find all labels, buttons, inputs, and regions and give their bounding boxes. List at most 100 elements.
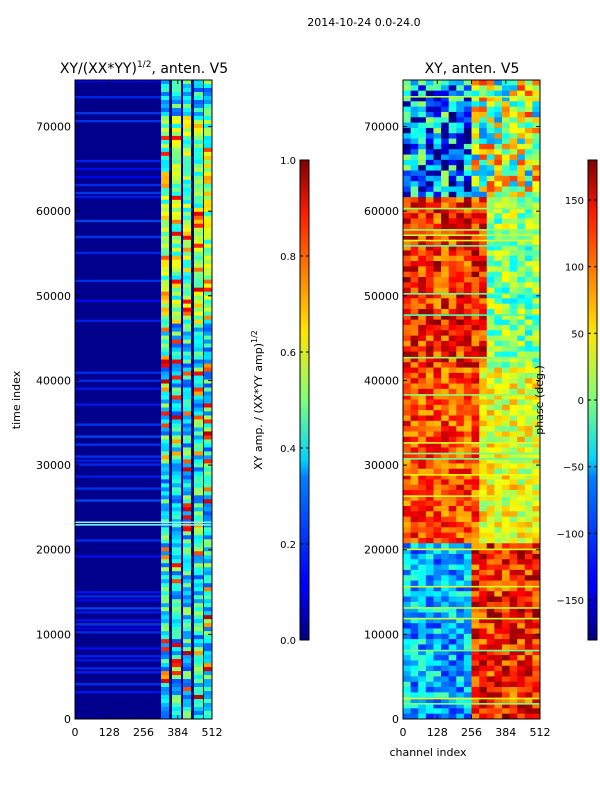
heatmap-cell	[410, 159, 419, 166]
heatmap-cell	[425, 474, 434, 480]
heatmap-cell	[161, 275, 169, 281]
y-tick-label: 20000	[364, 544, 399, 557]
heatmap-cell	[433, 639, 442, 645]
heatmap-cell	[532, 202, 540, 209]
heatmap-cell	[441, 287, 450, 294]
heatmap-cell	[183, 163, 191, 169]
heatmap-cell	[494, 170, 503, 177]
heatmap-cell	[463, 266, 472, 273]
heatmap-cell	[403, 202, 412, 209]
heatmap-cell	[183, 655, 191, 660]
heatmap-cell	[403, 218, 412, 225]
heatmap-cell	[183, 251, 191, 257]
heatmap-cell	[204, 259, 212, 265]
heatmap-cell	[433, 149, 442, 156]
heatmap-cell	[403, 708, 412, 715]
heatmap-cell	[403, 356, 412, 363]
heatmap-cell	[425, 681, 434, 688]
heatmap-cell	[425, 655, 434, 661]
heatmap-cell	[471, 431, 480, 438]
heatmap-cell	[509, 708, 518, 715]
heatmap-cell	[172, 559, 181, 564]
heatmap-cell	[410, 692, 419, 699]
heatmap-cell	[463, 452, 472, 459]
heatmap-cell	[517, 335, 526, 342]
heatmap-cell	[172, 251, 181, 257]
heatmap-cell	[494, 218, 503, 225]
heatmap-cell	[501, 159, 511, 166]
heatmap-cell	[501, 639, 511, 645]
heatmap-cell	[194, 687, 203, 692]
heatmap-cell	[418, 213, 427, 219]
heatmap-cell	[204, 615, 212, 620]
heatmap-cell	[517, 628, 526, 635]
heatmap-cell	[486, 138, 495, 145]
heatmap-cell	[403, 399, 412, 406]
heatmap-cell	[532, 298, 540, 305]
heatmap-cell	[418, 713, 427, 719]
heatmap-cell	[517, 298, 526, 305]
heatmap-cell	[204, 663, 212, 668]
heatmap-cell	[456, 399, 465, 406]
heatmap-cell	[517, 516, 526, 523]
heatmap-cell	[441, 378, 450, 385]
heatmap-cell	[172, 463, 181, 468]
heatmap-cell	[486, 111, 495, 118]
heatmap-cell	[410, 474, 419, 480]
heatmap-cell	[463, 623, 472, 629]
heatmap-cell	[161, 367, 169, 372]
heatmap-cell	[172, 239, 181, 245]
heatmap-cell	[448, 569, 457, 576]
colorbar-tick-label: 50	[571, 329, 584, 340]
heatmap-cell	[425, 639, 434, 645]
heatmap-cell	[418, 197, 427, 203]
heatmap-cell	[448, 234, 457, 241]
heatmap-cell	[517, 95, 526, 102]
heatmap-cell	[161, 167, 169, 173]
heatmap-cell	[425, 596, 434, 603]
heatmap-cell	[194, 675, 203, 680]
heatmap-cell	[433, 122, 442, 129]
heatmap-cell	[501, 372, 511, 379]
heatmap-streak	[75, 279, 162, 283]
heatmap-cell	[161, 463, 169, 468]
heatmap-cell	[524, 490, 533, 496]
heatmap-cell	[486, 277, 495, 283]
x-tick-label: 0	[400, 726, 407, 739]
heatmap-cell	[532, 442, 540, 448]
heatmap-cell	[441, 239, 450, 246]
heatmap-cell	[479, 154, 488, 161]
heatmap-cell	[517, 85, 526, 92]
heatmap-cell	[418, 399, 427, 406]
heatmap-cell	[161, 163, 169, 169]
heatmap-cell	[172, 571, 181, 576]
heatmap-cell	[501, 234, 511, 241]
heatmap-cell	[204, 171, 212, 177]
heatmap-cell	[509, 553, 518, 560]
heatmap-cell	[194, 231, 203, 237]
heatmap-cell	[456, 346, 465, 353]
heatmap-cell	[471, 127, 480, 134]
heatmap-cell	[463, 308, 472, 315]
heatmap-cell	[479, 351, 488, 358]
heatmap-cell	[425, 463, 434, 470]
heatmap-cell	[425, 245, 434, 251]
heatmap-cell	[204, 683, 212, 688]
heatmap-cell	[172, 231, 181, 237]
heatmap-cell	[479, 623, 488, 629]
heatmap-cell	[517, 681, 526, 688]
heatmap-cell	[501, 543, 511, 550]
heatmap-cell	[172, 655, 181, 660]
heatmap-cell	[410, 213, 419, 219]
heatmap-cell	[418, 495, 427, 502]
heatmap-cell	[524, 511, 533, 518]
heatmap-cell	[418, 255, 427, 262]
heatmap-cell	[456, 383, 465, 390]
heatmap-streak	[75, 659, 162, 662]
heatmap-cell	[509, 282, 518, 289]
heatmap-cell	[403, 255, 412, 262]
heatmap-cell	[161, 567, 169, 572]
heatmap-cell	[471, 314, 480, 321]
heatmap-cell	[433, 500, 442, 507]
heatmap-cell	[161, 103, 169, 109]
